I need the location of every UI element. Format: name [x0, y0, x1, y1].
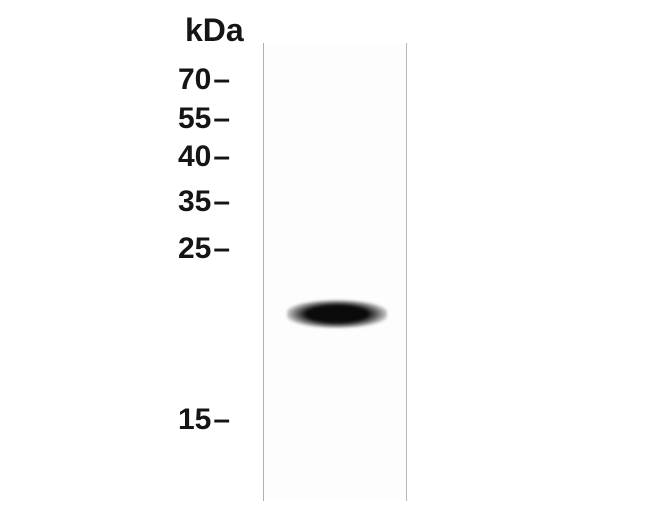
mw-marker-15: 15– [178, 403, 230, 437]
marker-tick: – [213, 140, 230, 174]
marker-tick: – [213, 403, 230, 437]
marker-tick: – [213, 185, 230, 219]
mw-marker-35: 35– [178, 185, 230, 219]
marker-label: 25 [178, 232, 211, 265]
marker-label: 40 [178, 140, 211, 173]
blot-figure: { "figure": { "type": "western-blot", "b… [0, 0, 650, 520]
marker-label: 55 [178, 102, 211, 135]
marker-label: 35 [178, 185, 211, 218]
marker-label: 70 [178, 63, 211, 96]
marker-tick: – [213, 63, 230, 97]
marker-label: 15 [178, 403, 211, 436]
mw-marker-55: 55– [178, 102, 230, 136]
protein-band [287, 300, 387, 328]
mw-marker-70: 70– [178, 63, 230, 97]
kda-axis-label: kDa [185, 12, 244, 49]
marker-tick: – [213, 232, 230, 266]
blot-lane [263, 43, 407, 501]
marker-tick: – [213, 102, 230, 136]
mw-marker-25: 25– [178, 232, 230, 266]
mw-marker-40: 40– [178, 140, 230, 174]
